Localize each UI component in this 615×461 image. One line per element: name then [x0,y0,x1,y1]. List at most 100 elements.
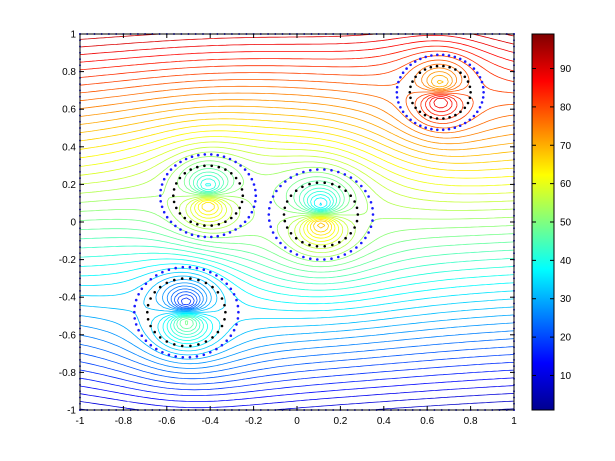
colorbar-tick-label: 10 [560,371,572,382]
circle-dot [146,303,150,307]
circle-dot [236,304,240,308]
circle-dot [224,220,227,223]
circle-dot [215,347,218,351]
circle-dot [236,317,240,320]
circle-dot [275,236,278,240]
circle-dot [247,172,251,176]
circle-dot [155,347,158,351]
circle-dot [369,201,373,204]
contour-line [80,285,514,369]
circle-dot [436,128,439,132]
circle-dot [209,351,212,354]
circle-dot [476,110,479,114]
circle-dot [174,164,177,167]
circle-dot [144,282,148,286]
circle-dot [308,182,311,186]
circle-dot [349,176,353,179]
contour-line [80,279,514,360]
circle-dot [159,188,162,192]
contour-line [80,400,514,410]
circle-dot [195,355,199,358]
inner-dotted-circle [172,164,245,227]
circle-left-middle [159,153,258,239]
circle-dot [453,126,457,129]
contour-line [80,297,514,391]
circle-dot [228,231,232,234]
circle-dot [353,226,356,229]
contour-line [80,45,514,116]
circle-dot [405,67,408,70]
circle-dot [220,324,224,328]
circle-dot [418,110,422,114]
colorbar-tick-label: 50 [560,218,572,229]
circle-dot [344,189,347,192]
circle-dot [160,205,164,209]
circle-dot [153,330,156,334]
circle-dot [369,225,373,228]
circle-dot [466,80,470,83]
circle-dot [223,303,226,307]
circle-dot [240,200,244,204]
circle-dot [204,281,208,285]
circle-dot [197,234,200,238]
circle-dot [429,116,433,119]
x-tick-label: -0.2 [245,416,263,427]
colorbar-tick-label: 80 [560,102,572,113]
y-tick-label: 0.6 [62,105,76,116]
y-tick-label: 0.4 [62,142,76,153]
circle-dot [165,172,169,176]
circle-dot [295,253,299,256]
y-tick-label: 0.8 [62,67,76,78]
circle-dot [468,63,472,67]
circle-dot [463,75,467,79]
circle-dot [401,71,405,74]
circle-dot [268,219,271,222]
circle-dot [243,220,247,224]
contour-line [80,79,514,229]
circle-dot [169,168,173,171]
circle-dot [179,160,182,164]
x-tick-label: 0 [294,416,300,427]
circle-dot [289,232,293,235]
circle-dot [435,117,439,120]
circle-dot [284,246,287,249]
contour-line [80,156,514,258]
x-tick-label: 0.4 [377,416,391,427]
colorbar-tick-label: 70 [560,141,572,152]
contour-line [80,385,514,409]
contour-line [80,377,514,402]
circle-dot [442,64,445,68]
circle-dot [247,215,251,219]
circle-dot [424,55,428,59]
circle-dot [476,71,479,74]
circle-dot [364,236,367,240]
circle-dot [203,224,206,227]
circle-dot [309,257,312,261]
circle-dot [279,241,282,245]
circle-dot [184,231,188,234]
circle-dot [137,293,140,296]
circle-dot [283,206,287,210]
circle-dot [371,213,375,216]
circle-dot [355,206,359,210]
contour-line [80,34,514,48]
circle-dot [133,317,136,320]
circle-dot [252,183,256,186]
circle-dot [197,278,200,282]
circle-dot [254,194,258,197]
circle-dot [401,110,405,114]
circle-dot [323,258,326,261]
circle-dot [436,53,439,57]
circle-dot [180,344,184,348]
circle-dot [285,200,289,203]
circle-dot [173,278,176,282]
contour-line [80,271,514,352]
circle-dot [480,101,484,104]
circle-dot [478,76,482,79]
circle-dot [315,181,319,184]
circle-dot [225,339,228,343]
x-tick-label: 0.6 [420,416,434,427]
circle-dot [225,282,228,286]
circle-dot [220,297,224,300]
circle-dot [224,168,227,171]
